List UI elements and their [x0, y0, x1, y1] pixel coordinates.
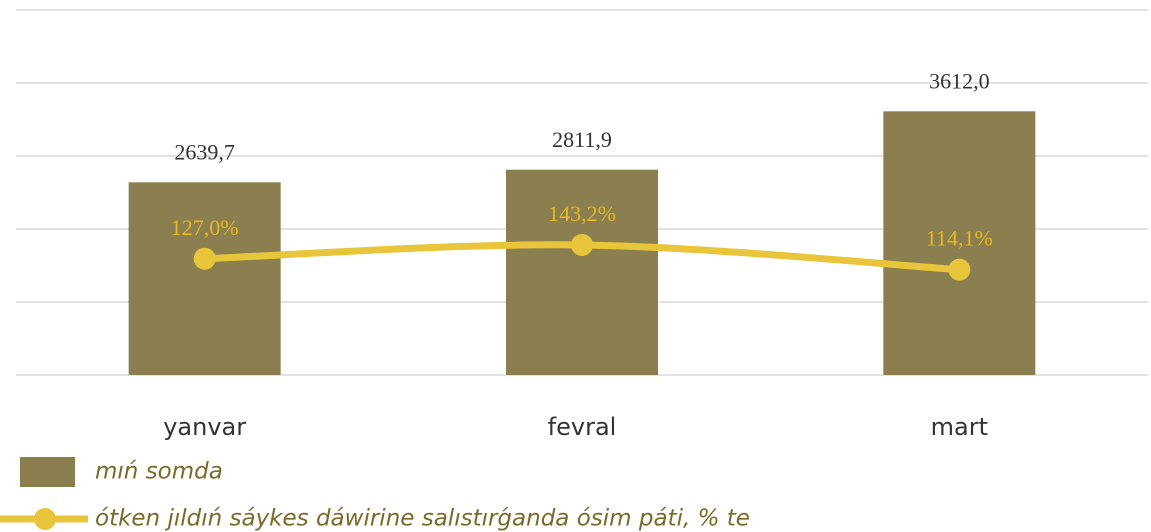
bar-value-label: 3612,0: [929, 68, 990, 93]
line-value-label: 143,2%: [548, 201, 616, 226]
line-value-label: 127,0%: [171, 215, 239, 240]
bar: [883, 111, 1036, 375]
bar-value-label: 2811,9: [552, 127, 612, 152]
line-point: [948, 258, 971, 281]
line-value-label: 114,1%: [926, 226, 993, 251]
x-tick-label: mart: [931, 413, 988, 441]
line-point: [193, 247, 216, 270]
bar-value-label: 2639,7: [174, 139, 235, 164]
legend-swatch: [20, 457, 75, 487]
x-tick-label: fevral: [548, 413, 617, 441]
x-tick-label: yanvar: [163, 413, 246, 441]
bar: [128, 182, 281, 375]
legend-label: ótken jıldıń sáykes dáwirine salıstırǵan…: [95, 506, 750, 532]
bar: [506, 169, 658, 375]
legend-marker: [34, 508, 56, 530]
line-point: [571, 233, 593, 256]
legend-label: mıń somda: [95, 459, 223, 485]
